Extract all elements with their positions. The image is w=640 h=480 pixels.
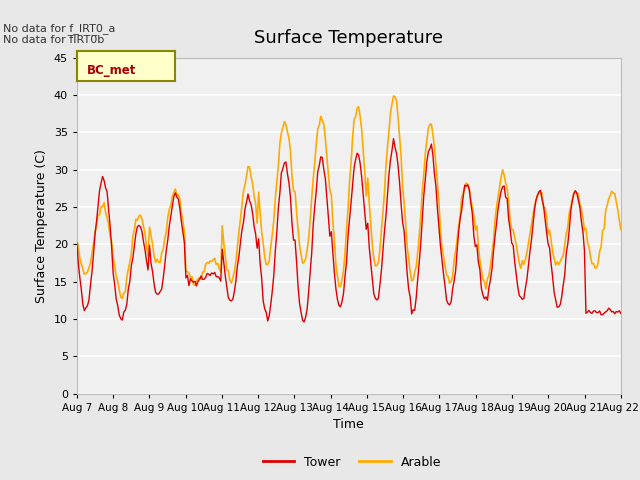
Text: No data for f̅IRT0̅b: No data for f̅IRT0̅b <box>3 35 104 45</box>
X-axis label: Time: Time <box>333 418 364 431</box>
Text: No data for f_IRT0_a: No data for f_IRT0_a <box>3 23 116 34</box>
Y-axis label: Surface Temperature (C): Surface Temperature (C) <box>35 149 48 302</box>
Legend: Tower, Arable: Tower, Arable <box>258 451 446 474</box>
Title: Surface Temperature: Surface Temperature <box>254 28 444 47</box>
